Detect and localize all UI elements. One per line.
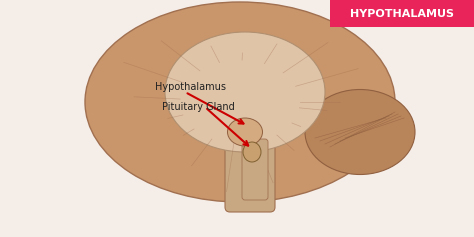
Ellipse shape: [228, 118, 263, 146]
Text: Hypothalamus: Hypothalamus: [155, 82, 226, 92]
FancyBboxPatch shape: [242, 139, 268, 200]
Ellipse shape: [305, 90, 415, 174]
Text: HYPOTHALAMUS: HYPOTHALAMUS: [350, 9, 454, 18]
FancyBboxPatch shape: [225, 112, 275, 212]
Bar: [330, 0, 474, 27]
Ellipse shape: [165, 32, 325, 152]
Ellipse shape: [243, 142, 261, 162]
Ellipse shape: [85, 2, 395, 202]
Text: Pituitary Gland: Pituitary Gland: [162, 102, 235, 112]
